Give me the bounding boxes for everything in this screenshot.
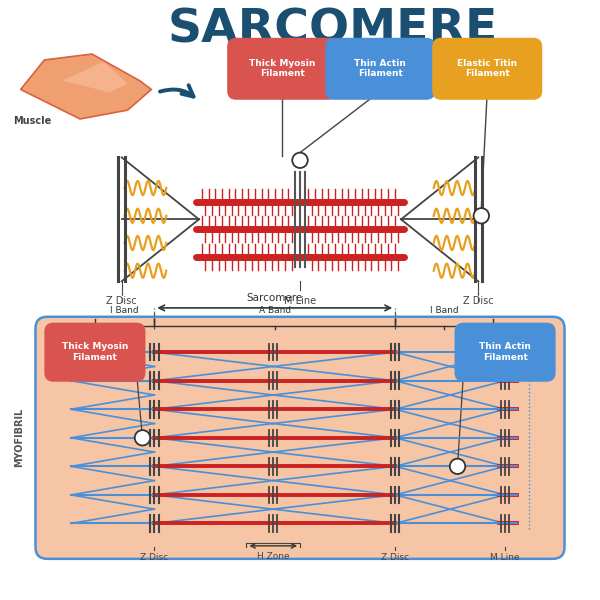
FancyBboxPatch shape bbox=[432, 38, 542, 100]
Text: Thick Myosin
Filament: Thick Myosin Filament bbox=[62, 343, 128, 362]
Text: Muscle: Muscle bbox=[13, 116, 52, 126]
Text: M Line: M Line bbox=[490, 553, 520, 562]
Text: Thin Actin
Filament: Thin Actin Filament bbox=[479, 343, 531, 362]
Circle shape bbox=[450, 458, 465, 474]
Text: A Band: A Band bbox=[259, 306, 291, 315]
Text: Z Disc: Z Disc bbox=[381, 553, 409, 562]
PathPatch shape bbox=[20, 54, 151, 119]
Text: SARCOMERE: SARCOMERE bbox=[167, 8, 498, 53]
FancyBboxPatch shape bbox=[325, 38, 435, 100]
Text: Elastic Titin
Filament: Elastic Titin Filament bbox=[457, 59, 517, 79]
Text: Z Disc: Z Disc bbox=[106, 296, 137, 306]
Circle shape bbox=[473, 208, 489, 223]
FancyBboxPatch shape bbox=[455, 323, 556, 382]
Text: I Band: I Band bbox=[430, 306, 458, 315]
Text: MYOFIBRIL: MYOFIBRIL bbox=[14, 408, 25, 467]
Text: M Line: M Line bbox=[284, 296, 316, 306]
Circle shape bbox=[135, 430, 150, 445]
Text: Sarcomere: Sarcomere bbox=[247, 293, 303, 303]
Text: Z Disc: Z Disc bbox=[463, 296, 494, 306]
Text: Thick Myosin
Filament: Thick Myosin Filament bbox=[249, 59, 316, 79]
FancyBboxPatch shape bbox=[227, 38, 337, 100]
FancyBboxPatch shape bbox=[44, 323, 145, 382]
Text: I Band: I Band bbox=[110, 306, 139, 315]
Text: H Zone: H Zone bbox=[257, 553, 290, 562]
PathPatch shape bbox=[62, 62, 128, 92]
Circle shape bbox=[292, 152, 308, 168]
Text: Z Disc: Z Disc bbox=[140, 553, 169, 562]
FancyBboxPatch shape bbox=[35, 317, 565, 559]
Text: Thin Actin
Filament: Thin Actin Filament bbox=[355, 59, 406, 79]
